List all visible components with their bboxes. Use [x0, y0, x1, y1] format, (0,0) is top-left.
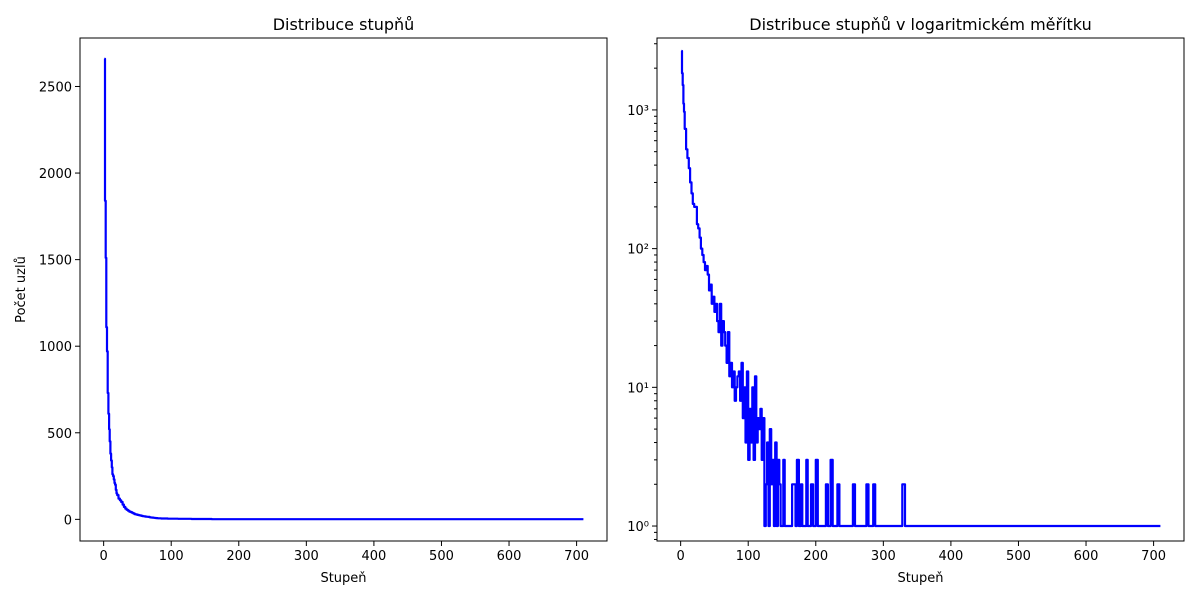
y-tick-label: 2500 [39, 80, 72, 95]
chart-right-plot-frame [656, 37, 1185, 542]
y-tick-label: 500 [47, 427, 72, 442]
x-tick-label: 700 [1141, 549, 1166, 564]
y-tick-label: 10³ [627, 104, 649, 119]
chart-right-x-axis-label: Stupeň [897, 571, 943, 586]
y-tick-label: 1500 [39, 254, 72, 269]
chart-left-title: Distribuce stupňů [273, 15, 415, 34]
y-tick-label: 0 [64, 513, 72, 528]
x-tick-label: 200 [803, 549, 828, 564]
chart-left-plot-frame [79, 37, 608, 542]
x-tick-label: 400 [938, 549, 963, 564]
y-tick-label: 10² [627, 243, 649, 258]
x-tick-label: 300 [871, 549, 896, 564]
x-tick-label: 400 [361, 549, 386, 564]
x-tick-label: 0 [677, 549, 685, 564]
y-tick-label: 1000 [39, 340, 72, 355]
chart-left-y-axis-label: Počet uzlů [14, 256, 29, 323]
x-tick-label: 300 [294, 549, 319, 564]
chart-right-x-ticks: 0 100 200 300 400 500 600 700 [677, 541, 1166, 564]
x-tick-label: 100 [736, 549, 761, 564]
y-tick-label: 2000 [39, 167, 72, 182]
chart-left-y-ticks: 0 500 1000 1500 2000 2500 [39, 80, 80, 528]
x-tick-label: 200 [226, 549, 251, 564]
x-tick-label: 700 [564, 549, 589, 564]
chart-left-x-axis-label: Stupeň [320, 571, 366, 586]
chart-right-series-line [680, 49, 1161, 528]
chart-right-y-ticks: 10⁰ 10¹ 10² 10³ [627, 43, 657, 540]
chart-right-title: Distribuce stupňů v logaritmickém měřítk… [749, 15, 1091, 34]
chart-left-series-line [103, 57, 584, 521]
x-tick-label: 600 [1074, 549, 1099, 564]
chart-left-x-ticks: 0 100 200 300 400 500 600 700 [100, 541, 589, 564]
chart-right: Distribuce stupňů v logaritmickém měřítk… [627, 15, 1185, 586]
y-tick-label: 10⁰ [627, 520, 649, 535]
x-tick-label: 100 [159, 549, 184, 564]
x-tick-label: 600 [497, 549, 522, 564]
x-tick-label: 500 [1006, 549, 1031, 564]
x-tick-label: 0 [100, 549, 108, 564]
y-tick-label: 10¹ [627, 381, 649, 396]
x-tick-label: 500 [429, 549, 454, 564]
